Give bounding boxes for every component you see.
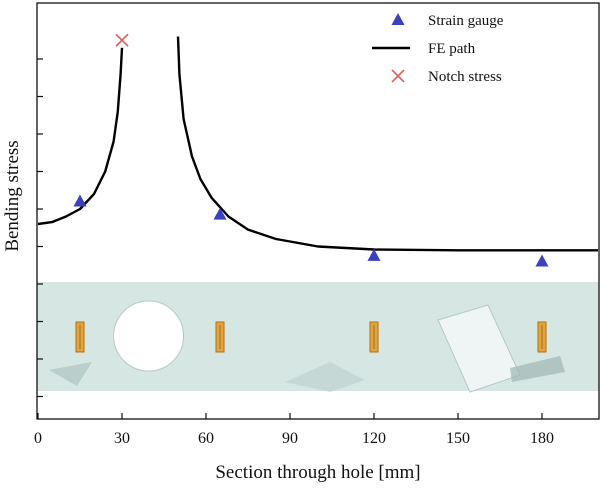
fe-path-line bbox=[176, 36, 598, 252]
legend-cross bbox=[391, 69, 405, 83]
strain-gauge-point bbox=[367, 248, 381, 261]
x-tick-label: 0 bbox=[34, 430, 42, 447]
legend-label: FE path bbox=[428, 41, 476, 57]
axes: 0 30 60 90 120 150 180 bbox=[34, 58, 554, 447]
y-axis-label: Bending stress bbox=[2, 140, 23, 251]
legend-label: Strain gauge bbox=[428, 13, 504, 29]
specimen-photo bbox=[37, 282, 599, 393]
fe-path-line bbox=[37, 47, 124, 226]
x-tick-label: 30 bbox=[114, 430, 130, 447]
legend-label: Notch stress bbox=[428, 69, 502, 85]
strain-gauge-point bbox=[73, 194, 87, 207]
specimen-debris bbox=[285, 362, 365, 392]
legend: Strain gauge FE path Notch stress bbox=[372, 13, 504, 85]
x-tick-label: 90 bbox=[282, 430, 298, 447]
x-tick-label: 180 bbox=[530, 430, 554, 447]
x-axis-label: Section through hole [mm] bbox=[215, 462, 420, 483]
cross-stroke bbox=[391, 69, 405, 83]
legend-triangle bbox=[391, 13, 405, 25]
strain-gauge-point bbox=[213, 207, 227, 220]
plot-frame bbox=[36, 2, 600, 420]
x-tick-label: 120 bbox=[362, 430, 386, 447]
specimen-debris bbox=[49, 362, 92, 386]
strain-gauge-point bbox=[535, 254, 549, 267]
cross-stroke bbox=[115, 33, 129, 47]
notch-stress-point bbox=[115, 33, 129, 47]
specimen-debris bbox=[510, 356, 565, 382]
x-tick-label: 150 bbox=[446, 430, 470, 447]
specimen-hole bbox=[113, 300, 185, 372]
series-layer bbox=[37, 33, 598, 267]
x-tick-label: 60 bbox=[198, 430, 214, 447]
